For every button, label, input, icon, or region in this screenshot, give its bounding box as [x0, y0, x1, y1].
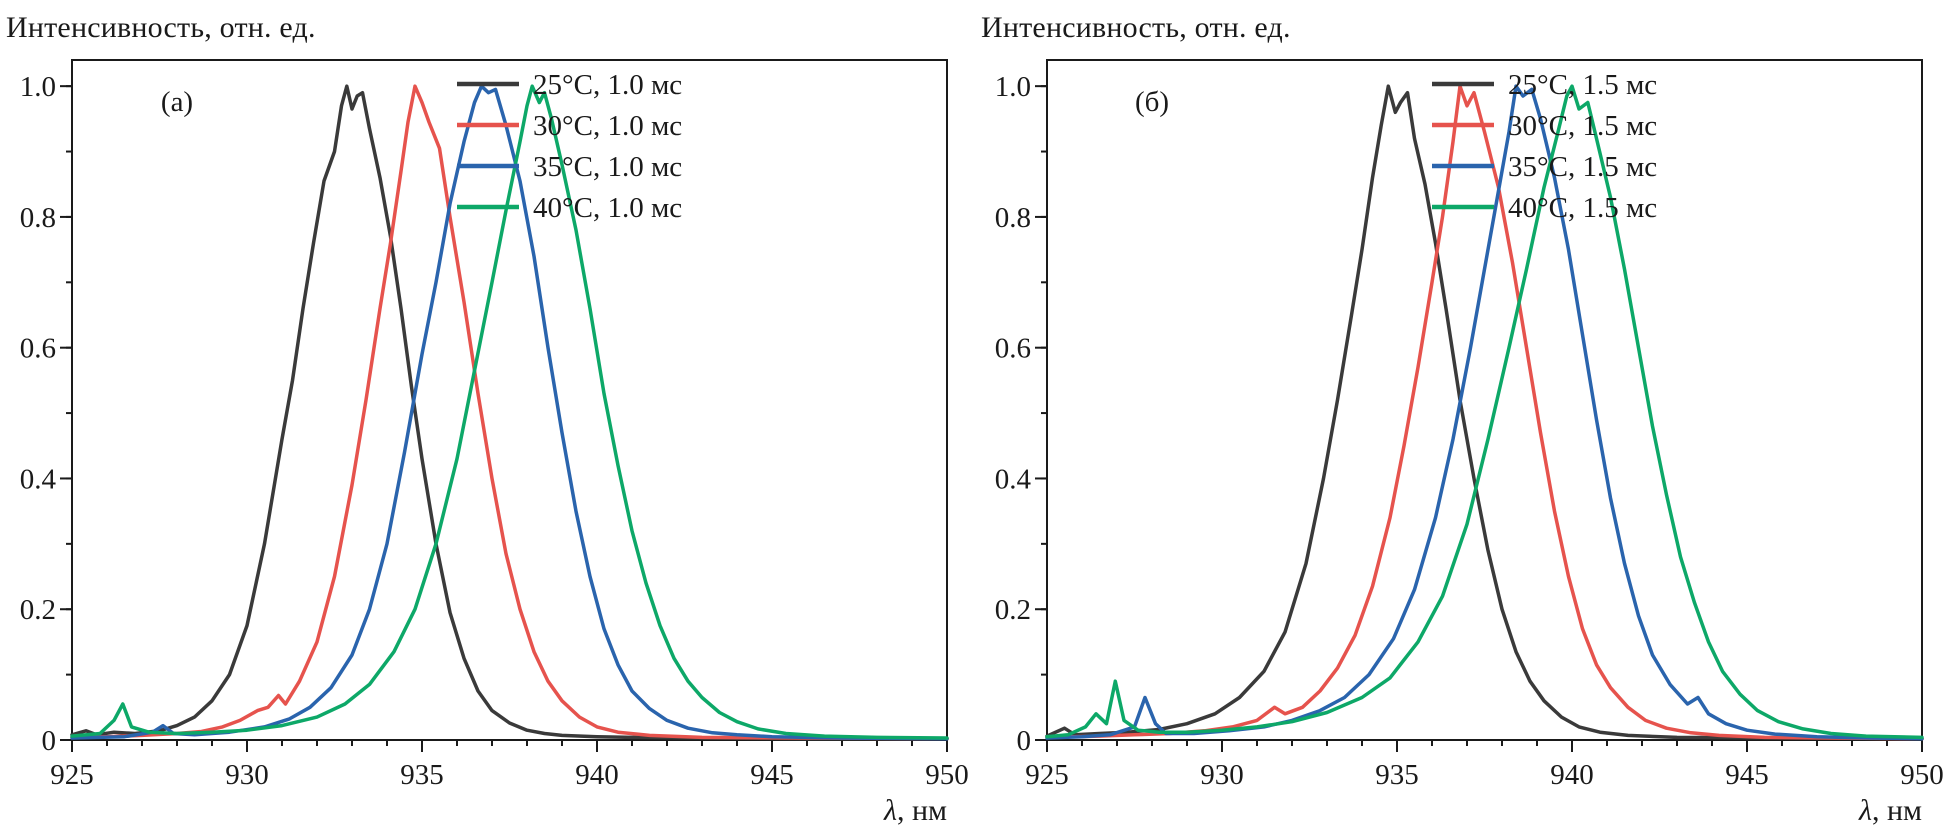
legend-label: 35°C, 1.5 мс	[1508, 151, 1657, 183]
y-tick-label: 0	[42, 725, 57, 757]
series-line-25°C, 1.0 мс	[70, 84, 949, 741]
panel-letter: (б)	[1135, 86, 1169, 118]
y-tick-label: 0.4	[20, 463, 57, 495]
x-tick-label: 940	[575, 759, 619, 791]
series-line-30°C, 1.0 мс	[70, 84, 949, 741]
y-tick-label: 0.2	[20, 594, 56, 626]
x-tick-label: 925	[1025, 759, 1069, 791]
x-tick-label: 945	[1725, 759, 1769, 791]
series-line-40°C, 1.5 мс	[1045, 84, 1924, 740]
series-line-40°C, 1.0 мс	[70, 84, 949, 740]
x-tick-label: 950	[925, 759, 969, 791]
y-tick-label: 0	[1017, 725, 1032, 757]
legend-label: 25°C, 1.5 мс	[1508, 69, 1657, 101]
panel-a: Интенсивность, отн. ед. 925 930 935 940 945 9…	[6, 11, 969, 826]
x-tick-label: 935	[400, 759, 444, 791]
x-axis-label: λ, нм	[883, 794, 947, 826]
panel-b: Интенсивность, отн. ед. 925 930 935 940 945 9…	[975, 0, 1950, 826]
legend-label: 30°C, 1.0 мс	[533, 110, 682, 142]
x-tick-label: 935	[1375, 759, 1419, 791]
y-tick-label: 0.2	[995, 594, 1031, 626]
series-line-35°C, 1.0 мс	[70, 84, 949, 741]
series-line-30°C, 1.5 мс	[1045, 84, 1924, 741]
x-tick-label: 930	[1200, 759, 1244, 791]
legend-label: 40°C, 1.5 мс	[1508, 192, 1657, 224]
y-tick-label: 0.6	[20, 333, 56, 365]
x-tick-label: 925	[50, 759, 94, 791]
y-tick-label: 0.8	[20, 202, 56, 234]
y-tick-label: 1.0	[20, 71, 56, 103]
axis-frame	[1046, 59, 1923, 741]
chart-b: 925 930 935 940 945 950 0 0.2 0.4 0.6 0.8 1.0 (б) 25°…	[995, 59, 1944, 826]
legend-label: 25°C, 1.0 мс	[533, 69, 682, 101]
legend-label: 30°C, 1.5 мс	[1508, 110, 1657, 142]
y-axis-title-b: Интенсивность, отн. ед.	[981, 11, 1291, 44]
series-line-25°C, 1.5 мс	[1045, 84, 1924, 741]
series-line-35°C, 1.5 мс	[1045, 84, 1924, 741]
y-tick-label: 0.6	[995, 333, 1031, 365]
panel-letter: (а)	[161, 86, 193, 118]
y-tick-label: 0.8	[995, 202, 1031, 234]
x-tick-label: 950	[1900, 759, 1944, 791]
legend-label: 35°C, 1.0 мс	[533, 151, 682, 183]
x-tick-label: 940	[1550, 759, 1594, 791]
axis-frame	[71, 59, 948, 741]
y-tick-label: 0.4	[995, 463, 1032, 495]
x-tick-label: 945	[750, 759, 794, 791]
x-tick-label: 930	[225, 759, 269, 791]
chart-a: 925 930 935 940 945 950 0 0.2 0.4 0.6 0.8 1.0 (а) 25°…	[20, 59, 969, 826]
x-axis-label: λ, нм	[1858, 794, 1922, 826]
legend-label: 40°C, 1.0 мс	[533, 192, 682, 224]
y-tick-label: 1.0	[995, 71, 1031, 103]
y-axis-title-a: Интенсивность, отн. ед.	[6, 11, 316, 44]
